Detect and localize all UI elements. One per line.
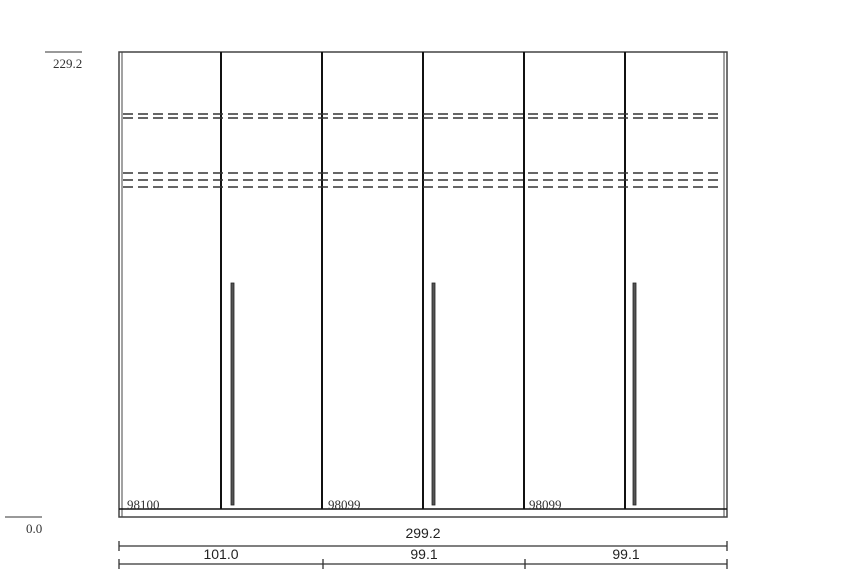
section-width-label: 101.0 [203,546,238,562]
section-width-label: 99.1 [410,546,437,562]
section-width-dimension-line [118,559,728,569]
door-code-label: 98100 [127,497,160,512]
door-handle[interactable] [431,282,436,506]
door-handle[interactable] [230,282,235,506]
door-code-label: 98099 [529,497,562,512]
door-dividers [220,52,626,509]
total-width-dimension-line [118,541,728,551]
bottom-height-label: 0.0 [26,521,42,536]
total-width-label: 299.2 [405,525,440,541]
door-handle[interactable] [632,282,637,506]
hidden-shelves [123,113,723,188]
top-height-label: 229.2 [53,56,82,71]
section-width-label: 99.1 [612,546,639,562]
door-code-label: 98099 [328,497,361,512]
